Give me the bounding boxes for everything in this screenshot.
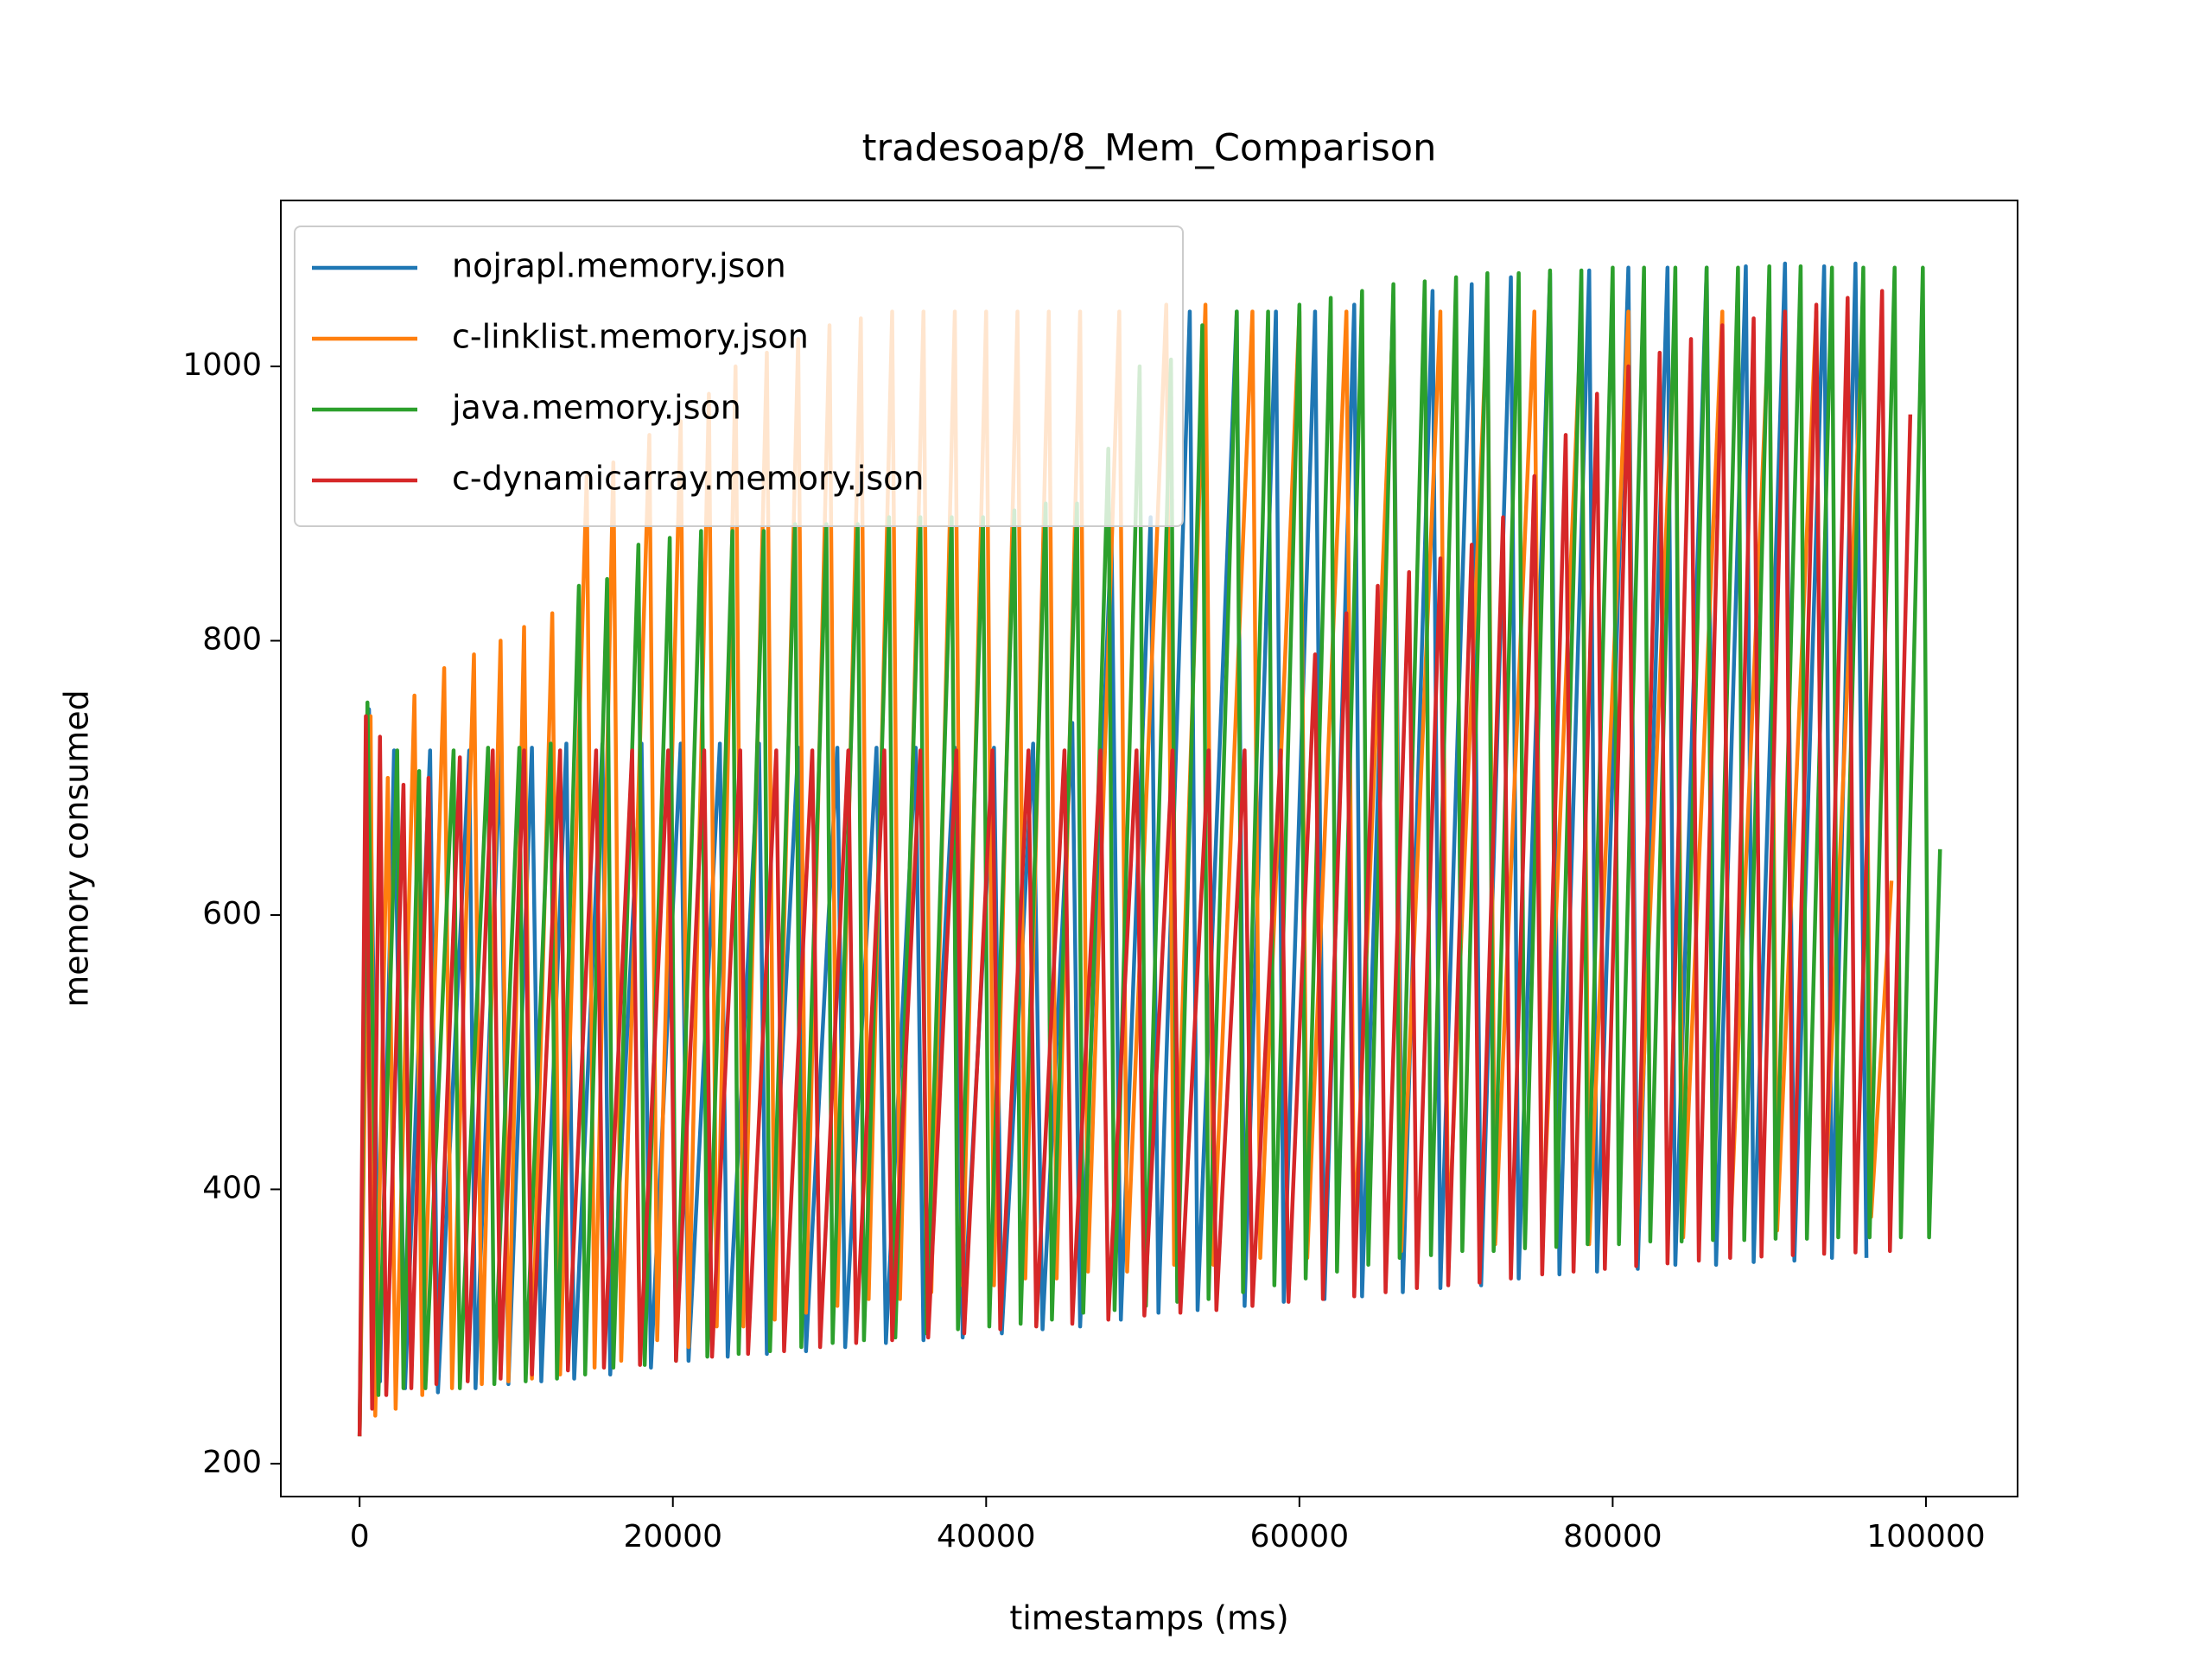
x-axis-label: timestamps (ms) xyxy=(1009,1599,1288,1637)
y-tick-label: 1000 xyxy=(182,347,262,383)
chart-title: tradesoap/8_Mem_Comparison xyxy=(862,127,1437,170)
plot-frame xyxy=(280,200,2018,1497)
x-tick-label: 20000 xyxy=(623,1519,722,1554)
x-tick-label: 0 xyxy=(350,1519,370,1554)
legend-box xyxy=(294,226,1184,527)
x-tick-label: 100000 xyxy=(1866,1519,1985,1554)
series-line xyxy=(357,264,1942,1437)
x-tick-label: 60000 xyxy=(1250,1519,1350,1554)
legend-label: c-dynamicarray.memory.json xyxy=(452,460,924,498)
legend-label: java.memory.json xyxy=(451,389,741,427)
y-tick-label: 200 xyxy=(202,1445,262,1480)
x-tick-label: 80000 xyxy=(1563,1519,1662,1554)
legend-label: nojrapl.memory.json xyxy=(452,247,786,285)
y-tick-label: 400 xyxy=(202,1170,262,1205)
y-axis-label: memory consumed xyxy=(58,690,96,1007)
y-tick-label: 800 xyxy=(202,622,262,658)
y-tick-label: 600 xyxy=(202,896,262,931)
series-line xyxy=(357,289,1913,1437)
legend-label: c-linklist.memory.json xyxy=(452,318,809,356)
x-tick-label: 40000 xyxy=(937,1519,1036,1554)
